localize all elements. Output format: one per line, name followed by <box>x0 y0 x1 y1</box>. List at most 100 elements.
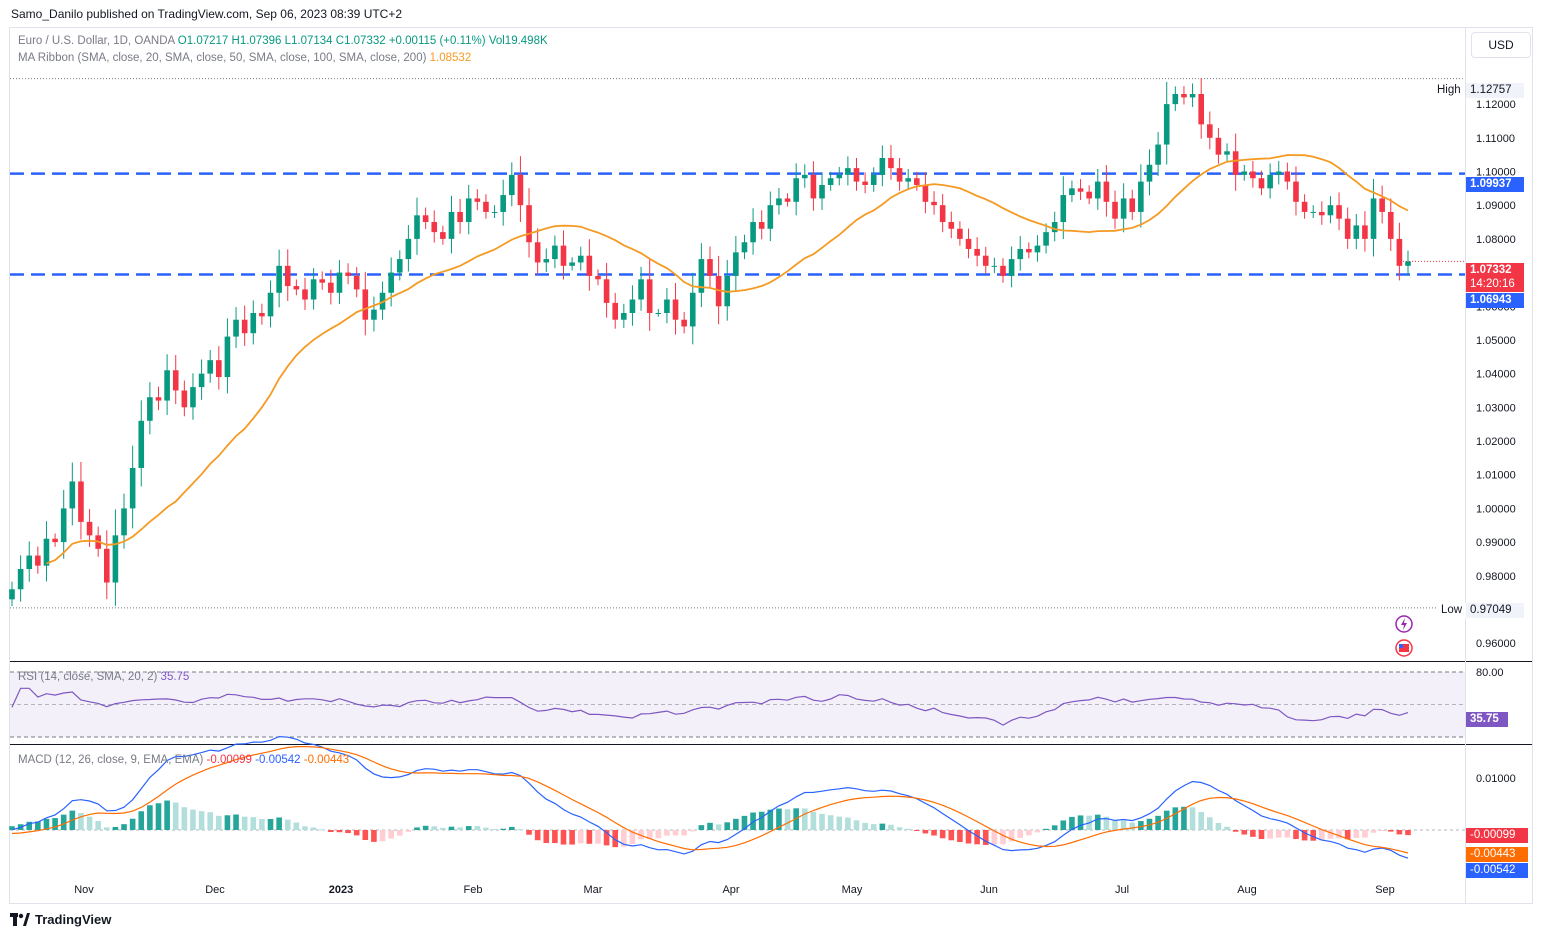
candle-body[interactable] <box>1112 201 1118 219</box>
macd-legend[interactable]: MACD (12, 26, close, 9, EMA, EMA) -0.000… <box>18 754 349 766</box>
candle-body[interactable] <box>60 508 67 543</box>
candle-body[interactable] <box>1232 151 1239 175</box>
candle-body[interactable] <box>448 211 455 239</box>
candle-body[interactable] <box>681 319 687 327</box>
candle-body[interactable] <box>664 299 670 313</box>
candle-body[interactable] <box>9 589 15 600</box>
candle-body[interactable] <box>224 336 231 378</box>
candle-body[interactable] <box>905 178 911 182</box>
candle-body[interactable] <box>1310 211 1317 213</box>
candle-body[interactable] <box>534 242 541 263</box>
candle-body[interactable] <box>1207 124 1213 138</box>
candle-body[interactable] <box>577 255 584 263</box>
candle-body[interactable] <box>440 232 446 239</box>
candle-body[interactable] <box>1370 198 1377 239</box>
candle-body[interactable] <box>396 259 403 273</box>
candle-body[interactable] <box>1129 198 1136 212</box>
candle-body[interactable] <box>147 397 153 421</box>
candle-body[interactable] <box>793 178 799 202</box>
candle-body[interactable] <box>1026 248 1032 253</box>
candle-body[interactable] <box>595 275 601 280</box>
candle-body[interactable] <box>1250 171 1256 179</box>
candle-body[interactable] <box>1155 144 1161 165</box>
candle-body[interactable] <box>862 181 868 185</box>
candle-body[interactable] <box>638 279 644 300</box>
candle-body[interactable] <box>741 242 748 253</box>
candle-body[interactable] <box>1293 181 1299 202</box>
candle-body[interactable] <box>164 370 170 401</box>
candle-body[interactable] <box>853 168 860 182</box>
candle-body[interactable] <box>172 370 179 391</box>
candle-body[interactable] <box>86 521 93 536</box>
candle-body[interactable] <box>1189 94 1196 98</box>
candle-body[interactable] <box>259 312 265 317</box>
candle-body[interactable] <box>784 198 791 202</box>
candle-body[interactable] <box>646 279 653 313</box>
candle-body[interactable] <box>293 286 300 290</box>
candle-body[interactable] <box>612 302 619 320</box>
ma-ribbon-line[interactable] <box>46 154 1409 565</box>
rsi-line[interactable] <box>11 687 1409 726</box>
candle-body[interactable] <box>836 174 843 179</box>
candle-body[interactable] <box>879 158 886 175</box>
candle-body[interactable] <box>112 535 119 583</box>
candle-body[interactable] <box>526 205 532 243</box>
candle-body[interactable] <box>1172 94 1179 105</box>
candle-body[interactable] <box>388 272 394 293</box>
candle-body[interactable] <box>190 387 196 408</box>
candle-body[interactable] <box>414 215 420 239</box>
macd-line[interactable] <box>11 735 1409 859</box>
candle-body[interactable] <box>78 481 84 522</box>
candle-body[interactable] <box>914 178 920 185</box>
candle-body[interactable] <box>233 319 239 337</box>
candle-body[interactable] <box>965 238 972 249</box>
candle-body[interactable] <box>1034 245 1041 253</box>
candle-body[interactable] <box>69 481 76 509</box>
candle-body[interactable] <box>284 265 291 287</box>
candle-body[interactable] <box>957 228 963 239</box>
candle-body[interactable] <box>121 508 127 536</box>
candle-body[interactable] <box>345 272 351 276</box>
candle-body[interactable] <box>1094 181 1101 199</box>
candle-body[interactable] <box>1301 201 1308 212</box>
candle-body[interactable] <box>1008 259 1015 276</box>
rsi-legend[interactable]: RSI (14, close, SMA, 20, 2) 35.75 <box>18 671 189 683</box>
candle-body[interactable] <box>17 569 24 590</box>
candle-body[interactable] <box>569 262 575 266</box>
tradingview-logo[interactable]: TradingView <box>10 912 111 927</box>
candle-body[interactable] <box>870 174 877 185</box>
candle-body[interactable] <box>43 538 50 566</box>
candle-body[interactable] <box>1086 191 1092 199</box>
candle-body[interactable] <box>776 198 782 206</box>
candle-body[interactable] <box>543 259 550 263</box>
candle-body[interactable] <box>509 174 515 196</box>
candle-body[interactable] <box>801 174 808 179</box>
candle-body[interactable] <box>1120 198 1127 219</box>
candle-body[interactable] <box>250 312 257 334</box>
candle-body[interactable] <box>517 174 524 206</box>
candle-body[interactable] <box>1043 232 1049 246</box>
candle-body[interactable] <box>1077 188 1084 192</box>
candle-body[interactable] <box>103 548 110 583</box>
candle-body[interactable] <box>586 255 593 276</box>
candle-body[interactable] <box>552 245 558 260</box>
candle-body[interactable] <box>733 252 739 276</box>
candle-body[interactable] <box>491 211 498 213</box>
candle-body[interactable] <box>431 222 438 233</box>
candle-body[interactable] <box>353 275 360 290</box>
candle-body[interactable] <box>845 168 851 175</box>
candle-body[interactable] <box>371 309 377 320</box>
candle-body[interactable] <box>974 248 980 256</box>
candle-body[interactable] <box>1327 205 1334 216</box>
candle-body[interactable] <box>198 373 205 388</box>
indicator-icons[interactable] <box>1394 614 1416 658</box>
candle-body[interactable] <box>328 282 334 293</box>
candle-body[interactable] <box>362 289 369 320</box>
candle-body[interactable] <box>621 312 627 320</box>
candle-body[interactable] <box>422 215 429 223</box>
candle-body[interactable] <box>982 255 989 266</box>
candle-body[interactable] <box>1344 218 1351 239</box>
candle-body[interactable] <box>336 272 343 293</box>
candle-body[interactable] <box>276 265 282 293</box>
